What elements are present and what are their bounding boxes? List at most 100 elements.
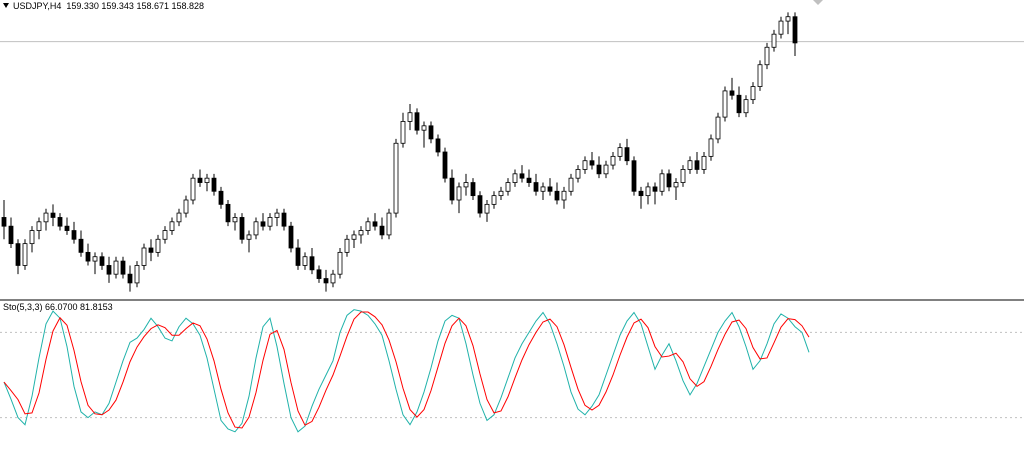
bearish-candle [526,177,532,183]
chart-shift-marker[interactable] [813,0,823,5]
bearish-candle [288,225,294,249]
bearish-candle [8,225,14,245]
stoch-signal-line [3,311,810,429]
bullish-candle [176,212,182,223]
indicator-header: Sto(5,3,3) 66.0700 81.8153 [3,302,113,312]
bullish-candle [190,177,196,201]
bearish-candle [316,269,322,279]
bullish-candle [232,217,238,223]
bullish-candle [610,155,616,166]
bullish-candle [344,238,350,253]
bearish-candle [127,273,133,284]
bullish-candle [575,169,581,179]
bullish-candle [351,234,357,240]
bullish-candle [484,203,490,214]
bearish-candle [729,90,735,96]
bullish-candle [162,230,168,240]
bullish-candle [337,251,343,275]
bullish-candle [421,125,427,131]
bullish-candle [393,142,399,214]
bearish-candle [428,125,434,140]
bearish-candle [15,243,21,266]
bearish-candle [260,221,266,227]
bearish-candle [309,256,315,271]
bullish-candle [568,177,574,192]
bearish-candle [624,147,630,162]
bearish-candle [148,247,154,253]
bullish-candle [246,234,252,240]
bullish-candle [267,217,273,227]
bullish-candle [687,160,693,170]
bullish-candle [400,121,406,144]
bearish-candle [666,173,672,188]
bullish-candle [330,273,336,284]
bearish-candle [589,160,595,166]
stochastic-label: Sto(5,3,3) 66.0700 81.8153 [3,302,113,312]
bullish-candle [673,182,679,188]
symbol-timeframe: USDJPY,H4 [13,1,62,11]
bearish-candle [71,230,77,240]
bearish-candle [792,16,798,44]
bearish-candle [225,203,231,223]
bullish-candle [407,112,413,122]
bullish-candle [603,164,609,175]
bearish-candle [442,151,448,179]
bullish-candle [715,116,721,140]
bullish-candle [113,260,119,275]
bearish-candle [197,177,203,183]
bullish-candle [155,238,161,253]
bullish-candle [134,265,140,284]
bullish-candle [498,190,504,197]
bearish-candle [533,182,539,192]
bullish-candle [540,186,546,192]
bearish-candle [736,94,742,114]
bearish-candle [519,173,525,179]
bullish-candle [36,221,42,231]
chart-header: USDJPY,H4 159.330 159.343 158.671 158.82… [3,1,204,11]
bearish-candle [638,190,644,197]
bullish-candle [169,221,175,231]
bearish-candle [106,265,112,275]
bearish-candle [547,186,553,192]
bearish-candle [414,112,420,131]
bearish-candle [50,212,56,218]
bullish-candle [722,90,728,118]
bearish-candle [554,190,560,201]
bullish-candle [659,173,665,192]
bearish-candle [295,247,301,266]
bearish-candle [64,225,70,231]
ohlc-values: 159.330 159.343 158.671 158.828 [66,1,205,11]
bearish-candle [120,260,126,275]
bullish-candle [771,33,777,48]
bearish-candle [379,225,385,236]
bullish-candle [358,230,364,236]
bullish-candle [680,169,686,183]
bullish-candle [456,186,462,201]
stoch-main-line [3,309,810,433]
bearish-candle [211,177,217,192]
bullish-candle [701,155,707,170]
bearish-candle [477,195,483,214]
bullish-candle [302,256,308,266]
bullish-candle [386,212,392,236]
bullish-candle [757,64,763,87]
bullish-candle [204,177,210,183]
bearish-candle [470,182,476,197]
bearish-candle [239,217,245,240]
bullish-candle [183,199,189,214]
bullish-candle [512,173,518,183]
bullish-candle [365,221,371,231]
bullish-candle [750,86,756,101]
bullish-candle [743,99,749,114]
bearish-candle [596,164,602,175]
bullish-candle [253,221,259,236]
bullish-candle [22,243,28,266]
bullish-candle [778,20,784,35]
bearish-candle [652,186,658,192]
dropdown-triangle-icon[interactable] [3,3,9,8]
bearish-candle [323,278,329,284]
bullish-candle [29,230,35,245]
bullish-candle [785,16,791,22]
bearish-candle [218,190,224,205]
bullish-candle [645,186,651,197]
